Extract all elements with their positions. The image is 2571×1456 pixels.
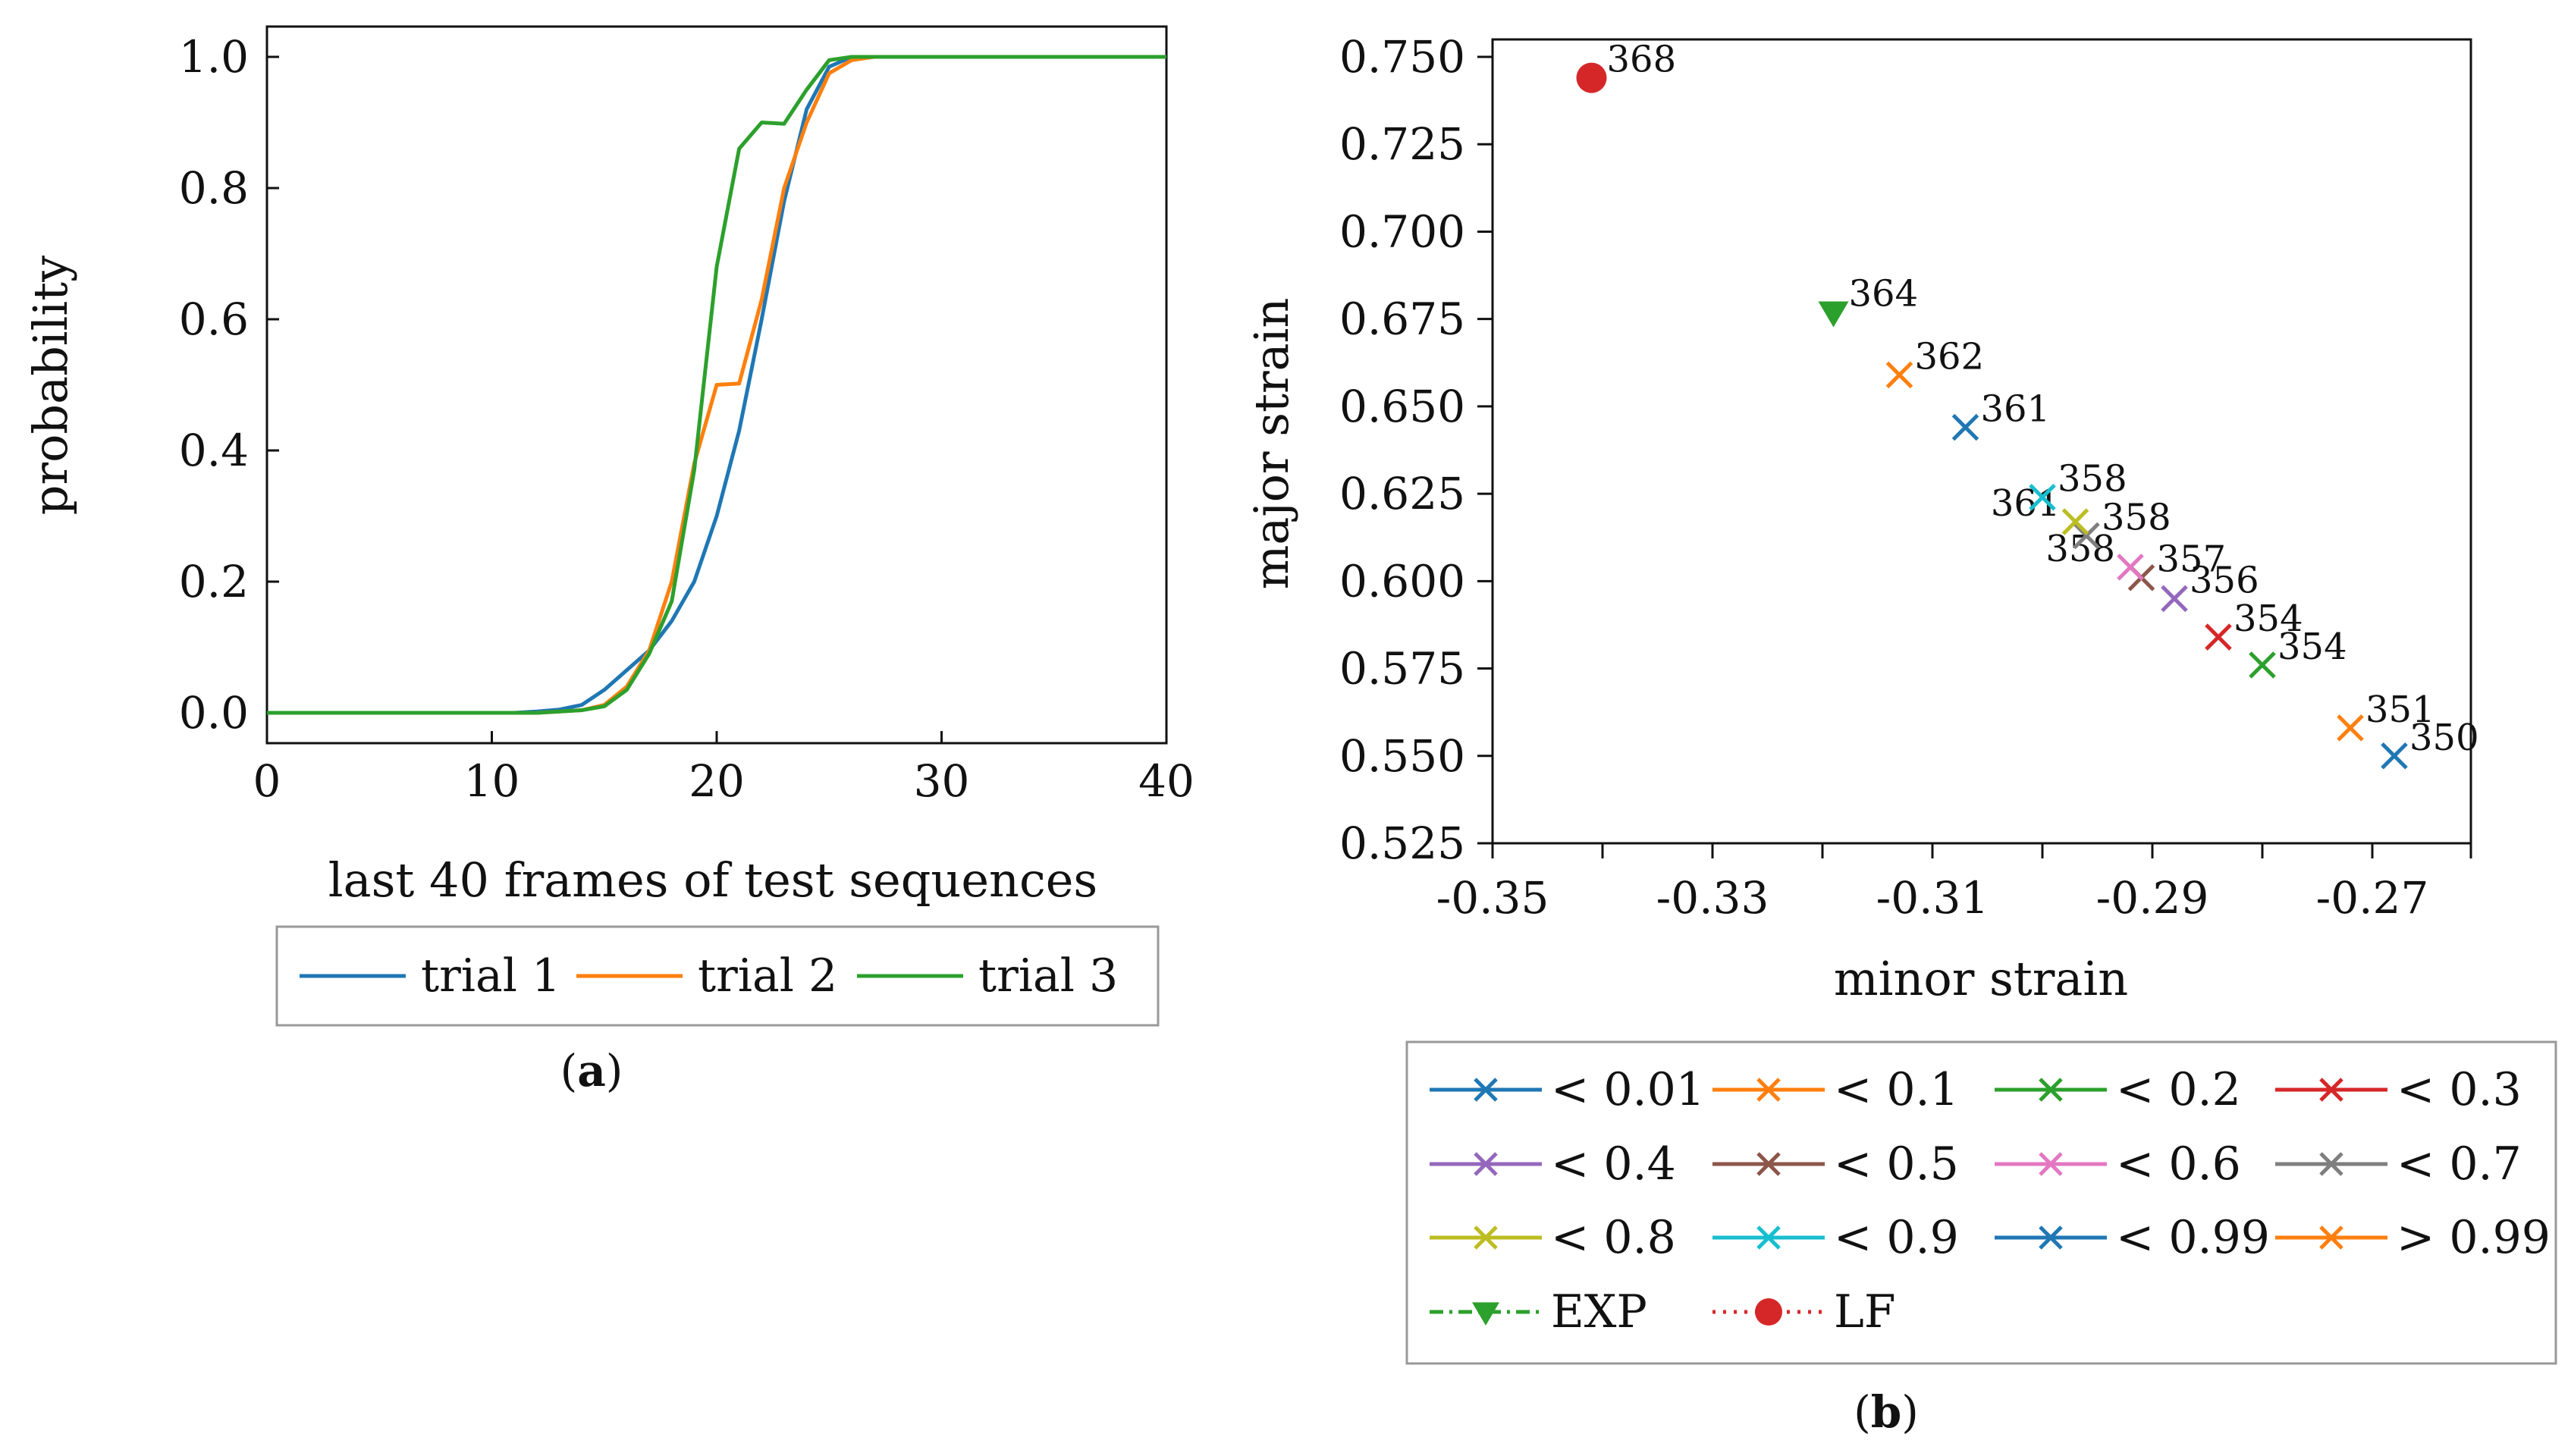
panel-b-legend: < 0.01 < 0.1 < 0.2 < 0.3 < 0.4 < 0.5 < 0.6 < 0.… [1407, 1042, 2556, 1363]
panel-a-y-axis-label: probability [23, 256, 78, 515]
panel-b-y-tick-label: 0.675 [1339, 293, 1465, 345]
panel-b-point-label: 354 [2234, 598, 2303, 640]
panel-a-legend-label: trial 1 [421, 949, 560, 1003]
panel-a-y-tick-label: 0.6 [179, 293, 249, 345]
panel-a-legend-label: trial 3 [978, 949, 1118, 1003]
caption-b-letter: b [1871, 1386, 1902, 1438]
panel-b-point-label: 351 [2365, 689, 2435, 731]
panel-b-x-axis-label: minor strain [1834, 951, 2128, 1006]
panel-b-legend-label: < 0.01 [1551, 1063, 1705, 1116]
panel-b-y-tick-label: 0.525 [1339, 817, 1465, 869]
panel-a-y-tick-label: 1.0 [179, 31, 249, 83]
panel-b-data-points: 3503513543543563573583583613583613623643… [1577, 39, 2479, 768]
panel-a-x-tick-label: 10 [464, 755, 520, 807]
panel-b-x-tick-label: -0.27 [2316, 872, 2429, 924]
panel-b-point-label: 361 [1981, 388, 2051, 431]
panel-b-point-marker [2162, 586, 2186, 610]
panel-a-y-tick-label: 0.8 [179, 162, 249, 214]
caption-a-close: ) [606, 1045, 623, 1097]
panel-a-legend: trial 1 trial 2 trial 3 [277, 927, 1158, 1025]
panel-a-caption: (a) [560, 1045, 623, 1097]
panel-b-legend-label: EXP [1551, 1285, 1647, 1338]
panel-a-x-tick-label: 0 [253, 755, 281, 807]
caption-b-open: ( [1854, 1386, 1871, 1438]
panel-a-y-tick-label: 0.0 [179, 687, 249, 739]
panel-b-y-tick-label: 0.575 [1339, 643, 1465, 695]
panel-b-y-tick-label: 0.725 [1339, 118, 1465, 170]
panel-b-point-label: 362 [1915, 335, 1985, 378]
panel-b-point-label: 358 [2102, 496, 2171, 538]
panel-b-legend-label: < 0.2 [2116, 1063, 2241, 1116]
panel-b-point-marker [1577, 63, 1607, 93]
panel-a-x-tick-label: 20 [689, 755, 745, 807]
panel-b-point-marker [2206, 625, 2230, 649]
panel-b-caption: (b) [1854, 1386, 1919, 1438]
panel-b-point-marker [1888, 362, 1912, 387]
panel-b-legend-label: LF [1834, 1285, 1895, 1338]
caption-a-letter: a [577, 1045, 606, 1097]
panel-b-strain-chart: 3503513543543563573583583613583613623643… [1244, 31, 2556, 1438]
panel-b-legend-label: > 0.99 [2397, 1211, 2551, 1264]
panel-b-y-tick-label: 0.650 [1339, 381, 1465, 432]
panel-b-point-marker [1954, 416, 1978, 440]
panel-a-probability-chart: 0 10 20 30 40 0.0 0.2 0.4 0.6 0.8 1.0 last 40 fram… [23, 27, 1194, 1097]
panel-b-point-marker [1819, 301, 1849, 327]
panel-b-legend-label: < 0.3 [2397, 1063, 2522, 1116]
panel-b-legend-label: < 0.6 [2116, 1138, 2241, 1191]
panel-a-series-line-trial-2 [267, 57, 1166, 713]
panel-b-tick-labels: -0.35 -0.33 -0.31 -0.29 -0.27 0.525 0.550 0.575… [1339, 31, 2428, 924]
panel-b-x-tick-label: -0.31 [1876, 872, 1989, 924]
panel-b-point-label: 358 [2058, 458, 2127, 500]
panel-b-legend-label: < 0.1 [1834, 1063, 1959, 1116]
panel-b-y-tick-label: 0.625 [1339, 468, 1465, 519]
panel-b-legend-label: < 0.4 [1551, 1138, 1676, 1191]
panel-b-legend-label: < 0.5 [1834, 1138, 1959, 1191]
caption-a-open: ( [560, 1045, 578, 1097]
panel-b-legend-label: < 0.7 [2397, 1138, 2522, 1191]
caption-b-close: ) [1901, 1386, 1919, 1438]
panel-a-legend-label: trial 2 [698, 949, 837, 1003]
panel-a-series-lines [267, 57, 1166, 713]
panel-b-y-tick-label: 0.600 [1339, 555, 1465, 607]
panel-b-point-marker [2382, 744, 2406, 768]
panel-b-legend-swatch-marker [1755, 1298, 1782, 1326]
panel-b-y-tick-label: 0.700 [1339, 206, 1465, 257]
panel-b-axes [1477, 39, 2471, 858]
panel-b-point-marker [2118, 555, 2142, 579]
panel-b-y-axis-label: major strain [1244, 298, 1299, 590]
figure-canvas: 0 10 20 30 40 0.0 0.2 0.4 0.6 0.8 1.0 last 40 fram… [0, 0, 2571, 1456]
panel-b-point-label: 357 [2157, 538, 2227, 581]
panel-a-tick-labels: 0 10 20 30 40 0.0 0.2 0.4 0.6 0.8 1.0 [179, 31, 1194, 807]
panel-b-point-marker [2250, 653, 2274, 677]
panel-a-x-tick-label: 40 [1138, 755, 1194, 807]
panel-b-x-tick-label: -0.33 [1656, 872, 1769, 924]
panel-b-plot-frame [1493, 39, 2471, 843]
panel-b-point-label: 364 [1849, 272, 1919, 315]
panel-b-y-tick-label: 0.750 [1339, 31, 1465, 83]
panel-b-legend-label: < 0.9 [1834, 1211, 1959, 1264]
panel-b-point-marker [2338, 716, 2362, 740]
panel-b-legend-label: < 0.8 [1551, 1211, 1676, 1264]
panel-b-y-tick-label: 0.550 [1339, 730, 1465, 782]
panel-b-legend-label: < 0.99 [2116, 1211, 2270, 1264]
panel-a-x-tick-label: 30 [914, 755, 970, 807]
panel-a-y-tick-label: 0.2 [179, 556, 249, 607]
panel-b-point-label: 368 [1607, 39, 1677, 81]
panel-b-x-tick-label: -0.35 [1436, 872, 1549, 924]
panel-a-y-tick-label: 0.4 [179, 425, 249, 476]
panel-b-x-tick-label: -0.29 [2096, 872, 2209, 924]
panel-a-x-axis-label: last 40 frames of test sequences [328, 852, 1097, 908]
